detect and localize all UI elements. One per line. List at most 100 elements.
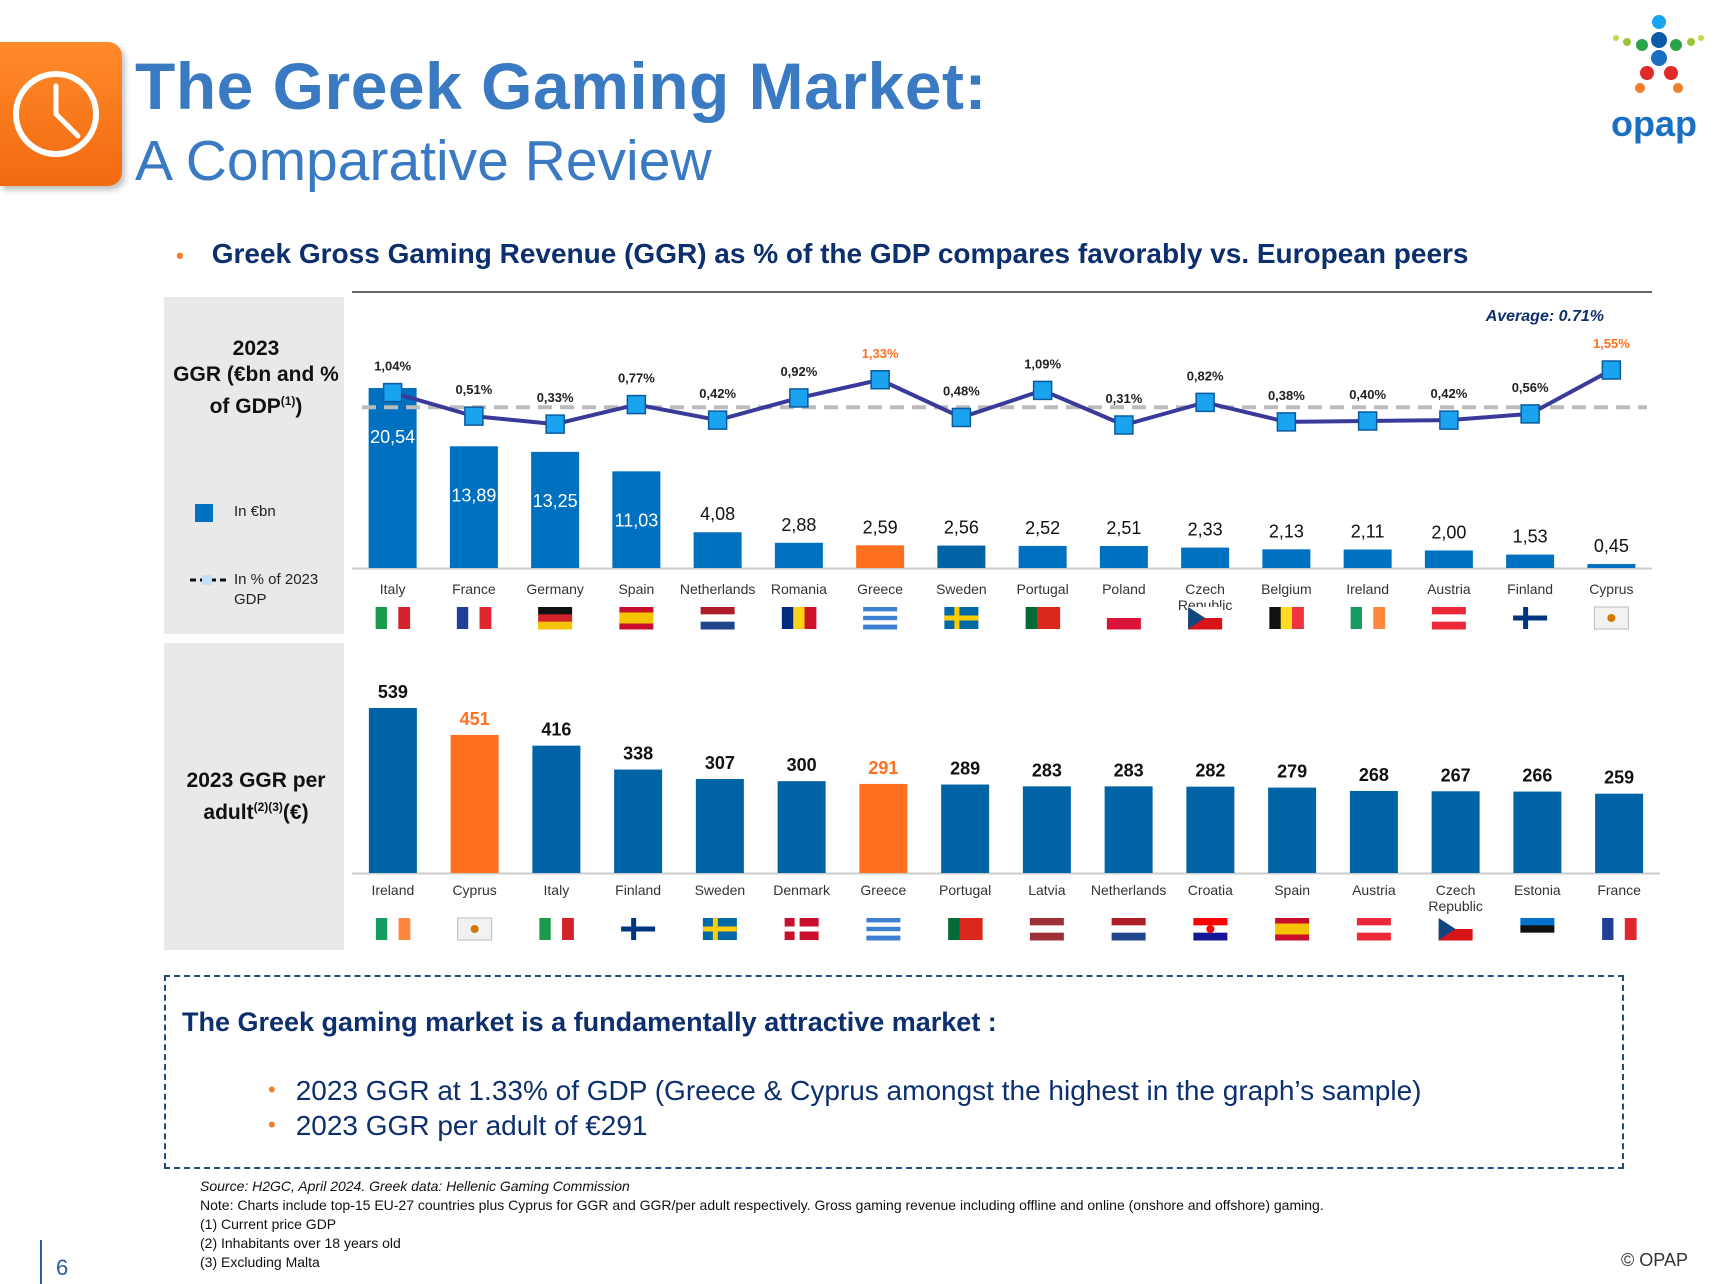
portugal-flag: [1025, 607, 1061, 629]
chart2-bar-label: 416: [541, 720, 571, 740]
gdp-share-marker: [707, 410, 728, 430]
headline-bullet: • Greek Gross Gaming Revenue (GGR) as % o…: [176, 238, 1469, 270]
source-note: Source: H2GC, April 2024. Greek data: He…: [200, 1178, 630, 1194]
netherlands-flag-stripe: [700, 614, 735, 623]
france-flag-stripe: [1602, 918, 1614, 940]
chart2-bar-label: 268: [1359, 765, 1389, 785]
chart1-bar: [1018, 545, 1067, 568]
chart2-bar: [1022, 786, 1071, 873]
croatia-flag: [1193, 918, 1228, 941]
austria-flag-stripe: [1431, 614, 1466, 623]
czech-flag-stripe: [1438, 929, 1473, 941]
greece-flag-stripe: [863, 607, 898, 612]
poland-flag-stripe: [1106, 607, 1141, 619]
chart2-bar-label: 451: [460, 709, 490, 729]
chart2-bar-label: 267: [1441, 765, 1471, 785]
spain-flag-stripe: [1275, 918, 1310, 924]
chart1-bar-label: 1,53: [1513, 527, 1548, 547]
panel2-title-line1: 2023 GGR per: [186, 769, 326, 792]
chart1-group: 20,54 Italy 13,89 France 13,25 Germany 11,03 Sp…: [352, 336, 1652, 630]
netherlands-flag-stripe: [1111, 925, 1146, 934]
portugal-flag-stripe: [1048, 607, 1061, 629]
czech-flag-stripe: [1188, 618, 1223, 630]
footnote-1: (1) Current price GDP: [200, 1216, 337, 1232]
chart2-bar-label: 266: [1522, 766, 1552, 786]
ireland-flag-stripe: [398, 918, 411, 940]
svg-text:opap: opap: [1611, 103, 1697, 144]
spain-flag-stripe: [1275, 929, 1310, 935]
cyprus-flag-emblem: [1607, 614, 1616, 622]
chart2-bar: [1186, 786, 1235, 873]
netherlands-flag-stripe: [1111, 932, 1146, 941]
ireland-flag: [1350, 607, 1386, 629]
clock-icon-tile: [0, 42, 122, 186]
chart1-bar-label: 13,89: [451, 485, 496, 505]
gdp-share-marker: [1520, 404, 1540, 424]
gdp-share-marker: [951, 407, 972, 428]
chart2-bar: [695, 779, 744, 873]
chart1-bar: [531, 451, 580, 568]
chart2-category-label: Estonia: [1514, 882, 1561, 898]
legend-line-swatch: [190, 575, 226, 585]
croatia-flag-stripe: [1193, 918, 1228, 926]
austria-flag-stripe: [1356, 918, 1391, 926]
czech-flag-triangle: [1438, 918, 1456, 940]
chart2-category-label: Sweden: [695, 882, 746, 898]
chart1-bar-label: 2,11: [1351, 522, 1385, 542]
chart1-category-label: Spain: [618, 581, 654, 597]
chart1-bar: [1343, 549, 1392, 568]
cyprus-flag-emblem: [470, 925, 479, 933]
cyprus-flag: [1593, 606, 1629, 630]
portugal-flag-stripe: [1025, 607, 1038, 629]
page-subtitle: A Comparative Review: [135, 129, 712, 193]
chart2-bar-label: 338: [623, 744, 653, 764]
chart1-bar-label: 2,59: [863, 517, 898, 537]
chart1-bar-label: 2,51: [1106, 518, 1141, 538]
chart2-bar-label: 289: [950, 759, 980, 779]
greece-flag-stripe: [866, 918, 901, 923]
panel2-title-sup: (2)(3): [253, 800, 283, 814]
headline-text: Greek Gross Gaming Revenue (GGR) as % of…: [211, 238, 1469, 269]
gdp-share-label: 0,56%: [1512, 380, 1549, 395]
chart1-bar-label: 2,33: [1188, 520, 1223, 540]
finland-flag: [1513, 607, 1548, 629]
ireland-flag-stripe: [1361, 607, 1374, 629]
gdp-share-marker: [1601, 360, 1622, 380]
gdp-share-label: 0,38%: [1268, 388, 1305, 403]
chart2-bar-label: 283: [1032, 760, 1062, 780]
chart2-category-label: Austria: [1352, 882, 1396, 898]
spain-flag-stripe: [1275, 923, 1310, 930]
greece-flag-stripe: [866, 922, 901, 928]
footnote-2: (2) Inhabitants over 18 years old: [200, 1235, 401, 1251]
panel1-title-line3: of GDP: [209, 395, 281, 418]
gdp-share-marker: [1114, 415, 1134, 435]
poland-flag: [1106, 607, 1141, 630]
italy-flag-stripe: [375, 607, 388, 629]
gdp-share-label: 0,77%: [618, 371, 655, 386]
greece-flag-stripe: [863, 611, 898, 617]
chart2-category-label: Republic: [1428, 898, 1482, 914]
finland-flag-cross-h: [1513, 615, 1548, 621]
austria-flag: [1356, 918, 1391, 941]
finland-flag-cross-h: [621, 926, 656, 932]
czech-flag: [1438, 918, 1473, 941]
chart-note: Note: Charts include top-15 EU-27 countr…: [200, 1197, 1324, 1213]
key-takeaway-box: [164, 975, 1624, 1169]
charts-canvas: Average: 0.71% 20,54 Italy 13,89 France 13,2…: [352, 291, 1660, 941]
chart2-category-label: Denmark: [773, 882, 831, 898]
opap-logo: opap: [1594, 12, 1704, 147]
chart2-category-label: Ireland: [371, 882, 414, 898]
romania-flag-stripe: [804, 607, 817, 629]
chart1-bar: [612, 471, 661, 568]
netherlands-flag-stripe: [1111, 918, 1146, 926]
chart1-category-label: Italy: [380, 581, 406, 597]
estonia-flag-stripe: [1520, 925, 1555, 934]
chart1-bar: [1181, 547, 1230, 568]
spain-flag-stripe: [619, 607, 654, 613]
takeaway-item-1: • 2023 GGR at 1.33% of GDP (Greece & Cypr…: [268, 1075, 1422, 1106]
gdp-share-label: 0,33%: [537, 390, 574, 405]
france-flag-stripe: [468, 607, 481, 629]
portugal-flag-stripe: [948, 918, 960, 940]
gdp-share-label: 0,42%: [699, 386, 736, 401]
estonia-flag: [1520, 918, 1555, 941]
